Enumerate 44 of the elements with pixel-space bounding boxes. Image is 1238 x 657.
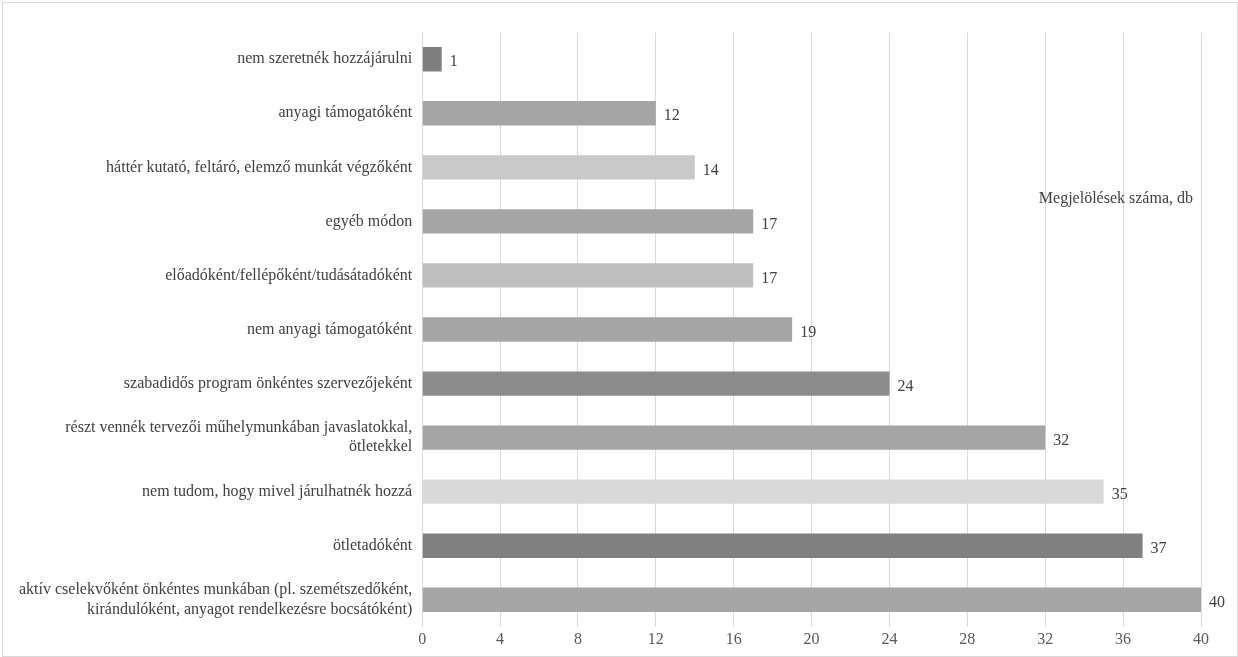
data-label: 12: [663, 106, 680, 124]
y-tick-label: nem tudom, hogy mivel járulhatnék hozzá: [142, 481, 413, 500]
y-tick-label: nem anyagi támogatóként: [246, 319, 413, 338]
x-tick-label: 24: [881, 629, 898, 647]
data-label: 40: [1209, 592, 1225, 610]
x-tick-label: 16: [725, 629, 742, 647]
x-tick-label: 40: [1193, 629, 1209, 647]
x-axis-title: Megjelölések száma, db: [1038, 188, 1193, 207]
bar: [422, 317, 793, 342]
x-tick-label: 12: [647, 629, 664, 647]
y-tick-label: aktív cselekvőként önkéntes munkában (pl. szemétszedőként, kirándulóként, anyagot rendelkezésre bocsátóként): [18, 580, 413, 618]
data-label: 37: [1150, 538, 1167, 556]
data-label: 17: [761, 268, 778, 286]
bar: [422, 47, 442, 72]
data-label: 24: [897, 376, 914, 394]
y-tick-label: nem szeretnék hozzájárulni: [237, 49, 413, 68]
bar: [422, 101, 656, 126]
x-tick-label: 28: [959, 629, 976, 647]
x-tick-label: 0: [418, 629, 427, 647]
y-tick-label: háttér kutató, feltáró, elemző munkát végzőként: [106, 157, 413, 176]
y-tick-label: ötletadóként: [333, 535, 413, 553]
x-tick-label: 20: [803, 629, 820, 647]
data-label: 14: [702, 160, 719, 178]
x-tick-label: 32: [1037, 629, 1054, 647]
y-tick-label: előadóként/fellépőként/tudásátadóként: [165, 265, 413, 284]
data-label: 19: [800, 322, 817, 340]
x-tick-label: 4: [496, 629, 505, 647]
x-tick-label: 8: [573, 629, 582, 647]
y-tick-label: egyéb módon: [325, 211, 413, 230]
data-label: 32: [1053, 430, 1070, 448]
data-label: 1: [449, 52, 458, 70]
y-tick-label: szabadidős program önkéntes szervezőjeként: [123, 373, 413, 392]
y-tick-label: anyagi támogatóként: [278, 103, 413, 122]
y-tick-label: részt vennék tervezői műhelymunkában javaslatokkal, ötletekkel: [65, 418, 413, 455]
bar: [422, 209, 754, 234]
bar: [422, 533, 1143, 558]
bar: [422, 155, 695, 180]
data-label: 35: [1111, 484, 1128, 502]
bar: [422, 263, 754, 288]
data-label: 17: [761, 214, 778, 232]
bar: [422, 425, 1046, 450]
bar: [422, 371, 890, 396]
bar: [422, 587, 1201, 612]
x-tick-label: 36: [1115, 629, 1132, 647]
